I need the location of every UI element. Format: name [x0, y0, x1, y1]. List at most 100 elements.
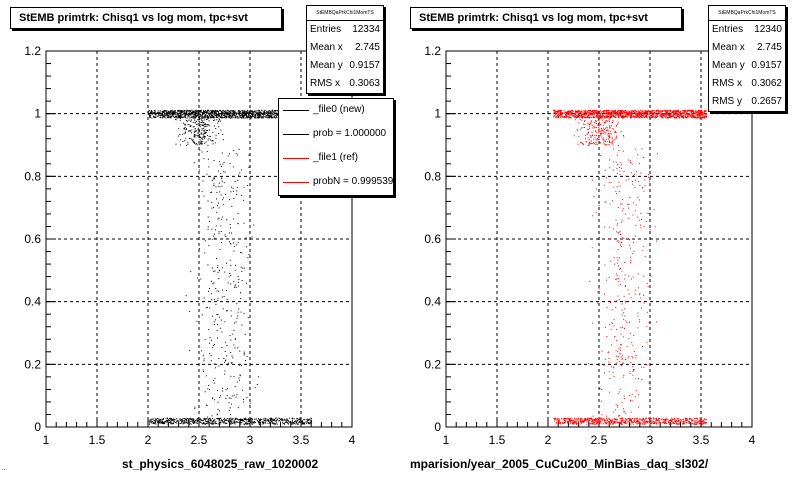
data-point [201, 151, 203, 153]
data-point [239, 172, 241, 174]
band-point [201, 423, 203, 425]
data-point [219, 410, 220, 412]
data-point [199, 126, 201, 128]
band-point [302, 420, 303, 422]
data-point [216, 413, 218, 415]
data-point [189, 311, 191, 312]
data-point [605, 144, 607, 146]
band-point [175, 114, 177, 116]
data-point [219, 249, 221, 251]
band-point [251, 110, 253, 112]
band-point [577, 116, 579, 118]
band-point [640, 115, 642, 117]
data-point [606, 133, 608, 135]
band-point [177, 113, 179, 115]
data-point [198, 129, 200, 131]
band-point [674, 116, 675, 118]
data-point [603, 129, 605, 131]
band-point [592, 115, 594, 117]
band-point [659, 422, 661, 424]
data-point [241, 365, 242, 367]
band-point [622, 117, 624, 119]
band-point [224, 113, 226, 115]
band-point [248, 423, 250, 424]
band-point [670, 420, 672, 422]
band-point [646, 113, 648, 115]
band-point [633, 110, 635, 112]
band-point [652, 418, 654, 420]
band-point [181, 420, 183, 422]
data-point [243, 267, 245, 269]
band-point [237, 418, 238, 420]
band-point [637, 417, 639, 419]
band-point [634, 112, 636, 114]
band-point [267, 110, 269, 112]
band-point [627, 112, 629, 114]
band-point [233, 114, 235, 115]
band-point [617, 115, 619, 117]
band-point [695, 110, 697, 112]
data-point [215, 303, 217, 305]
data-point [258, 376, 260, 378]
data-point [231, 355, 233, 357]
band-point [580, 112, 581, 114]
band-point [271, 114, 273, 116]
band-point [683, 116, 685, 118]
band-point [629, 111, 630, 113]
band-point [618, 109, 620, 111]
band-point [296, 420, 298, 422]
band-point [642, 116, 644, 118]
y-tick-label: 0.6 [424, 232, 441, 246]
band-point [177, 117, 179, 119]
band-point [149, 116, 151, 118]
band-point [184, 115, 185, 117]
band-point [157, 115, 159, 117]
band-point [612, 110, 614, 112]
band-point [603, 418, 605, 420]
data-point [201, 350, 203, 352]
band-point [595, 420, 597, 422]
band-point [251, 111, 253, 113]
band-point [571, 110, 573, 112]
data-point [596, 144, 598, 145]
band-point [242, 420, 243, 422]
band-point [165, 421, 167, 422]
data-point [224, 234, 226, 236]
band-point [211, 111, 213, 113]
legend-line-icon [283, 134, 309, 135]
band-point [557, 110, 559, 112]
data-point [199, 130, 200, 132]
band-point [626, 113, 628, 115]
legend-label: probN = 0.999539 [313, 176, 394, 187]
band-point [578, 110, 580, 112]
band-point [661, 113, 663, 115]
band-point [647, 110, 648, 112]
band-point [240, 114, 242, 116]
data-point [603, 133, 605, 135]
band-point [179, 109, 181, 111]
band-point [276, 110, 278, 112]
data-point [595, 142, 597, 144]
band-point [627, 111, 629, 113]
data-point [199, 117, 201, 119]
band-point [251, 114, 253, 116]
data-point [205, 141, 207, 143]
band-point [632, 115, 634, 117]
band-point [643, 420, 645, 422]
stats-header: StEMBQaPrkChi1MomTS [307, 6, 383, 21]
data-point [207, 216, 209, 218]
band-point [272, 110, 274, 112]
data-point [601, 130, 603, 132]
band-point [186, 114, 188, 116]
band-point [203, 419, 205, 421]
band-point [565, 115, 567, 117]
band-point [217, 114, 219, 116]
data-point [609, 140, 610, 142]
data-point [608, 121, 610, 122]
band-point [150, 421, 152, 423]
band-point [655, 419, 657, 421]
band-point [199, 114, 201, 116]
data-point [228, 276, 230, 278]
band-point [571, 417, 573, 419]
band-point [595, 423, 597, 425]
